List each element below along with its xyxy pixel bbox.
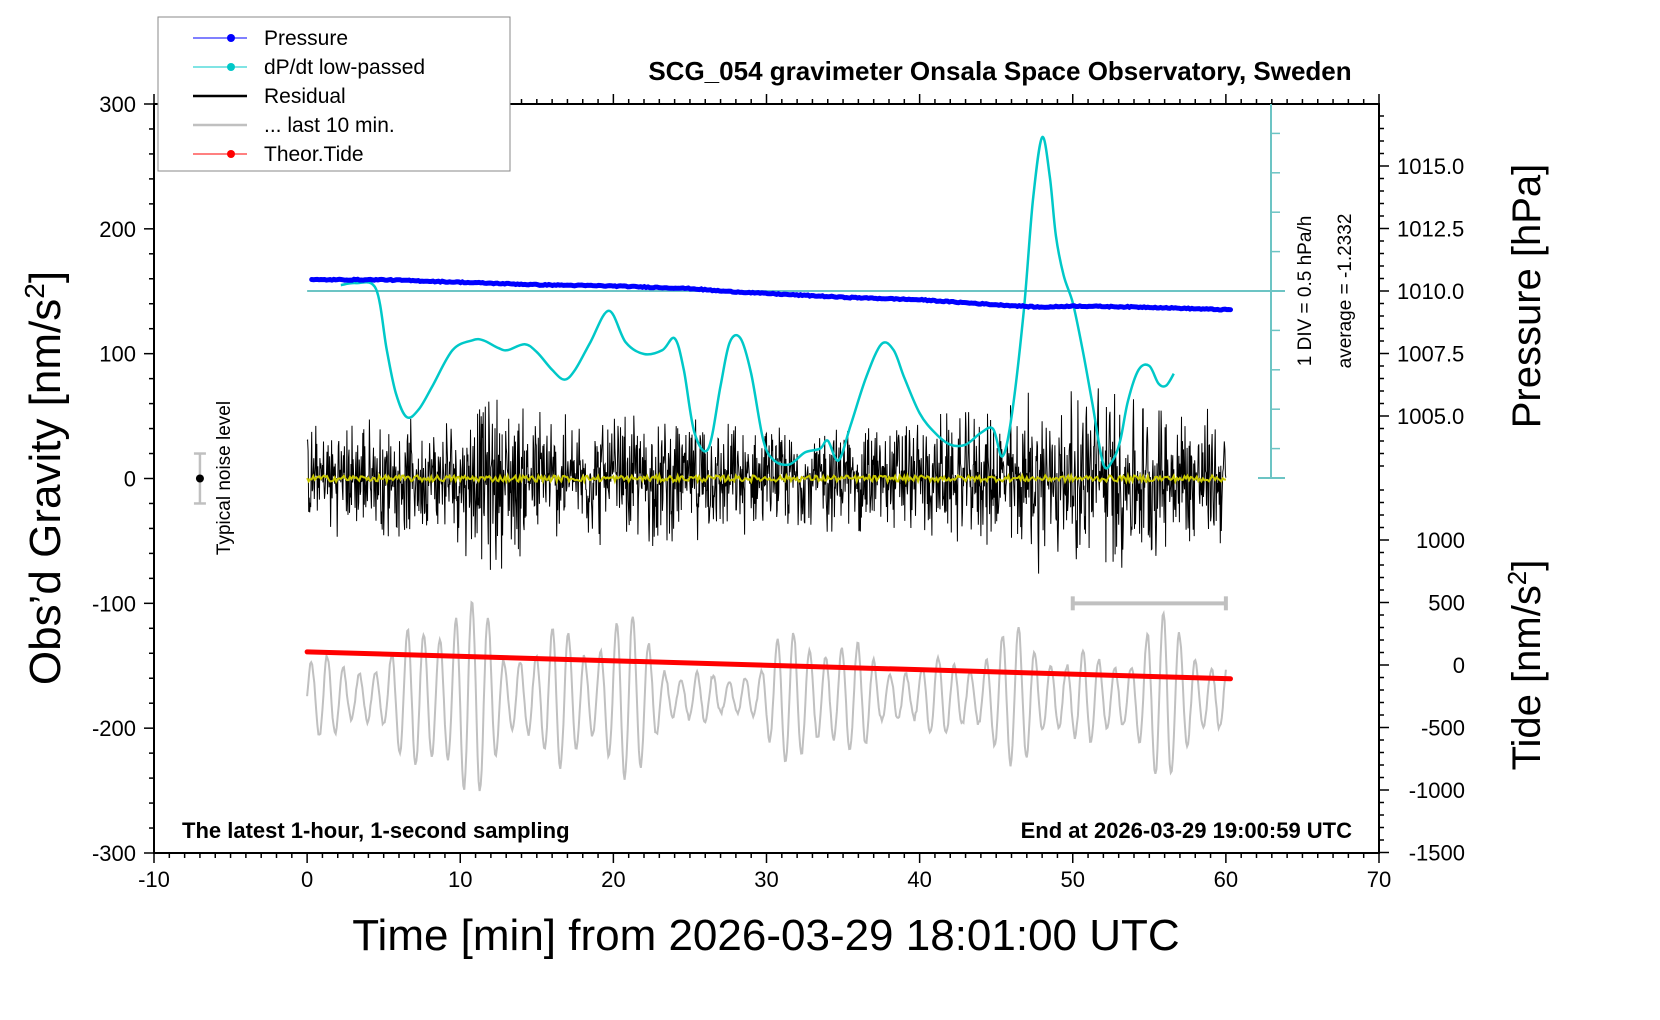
dpdt-scale-label: 1 DIV = 0.5 hPa/h (1295, 216, 1316, 367)
y-tick-label-pressure: 1005.0 (1397, 404, 1464, 429)
noise-level-label: Typical noise level (214, 401, 235, 555)
annotation-bottom-left: The latest 1-hour, 1-second sampling (182, 818, 570, 843)
y-tick-label-pressure: 1007.5 (1397, 342, 1464, 367)
y-axis-title-tide-sup: 2 (1502, 571, 1532, 585)
y-axis-title-left: Obs’d Gravity [nm/s2] (19, 271, 70, 685)
legend: Pressure dP/dt low-passed Residual ... last… (157, 16, 511, 172)
y-tick-label-left: -200 (92, 716, 136, 741)
dpdt-scale (307, 104, 1285, 479)
dpdt-average-label: average = -1.2332 (1335, 214, 1356, 369)
y-axis-title-left-close: ] (21, 271, 70, 283)
legend-label: Residual (264, 85, 346, 108)
x-tick-label: 0 (301, 867, 313, 892)
y-tick-label-tide: -1500 (1409, 841, 1465, 866)
y-tick-label-left: 300 (99, 92, 136, 117)
y-axis-title-tide-text: Tide [nm/s (1505, 585, 1549, 770)
y-tick-label-left: 100 (99, 342, 136, 367)
series-layer (304, 135, 1233, 792)
annotation-bottom-right: End at 2026-03-29 19:00:59 UTC (1021, 818, 1352, 843)
legend-marker (227, 63, 235, 71)
y-tick-label-tide: 0 (1453, 653, 1465, 678)
noise-center-dot (195, 474, 204, 483)
legend-box (157, 16, 511, 172)
y-axis-title-left-sup: 2 (19, 283, 50, 299)
y-tick-label-left: -300 (92, 841, 136, 866)
series-last-10-min (306, 600, 1227, 792)
x-tick-label: 60 (1214, 867, 1238, 892)
x-tick-label: 20 (601, 867, 625, 892)
series-residual (306, 388, 1227, 574)
y-tick-label-tide: -1000 (1409, 778, 1465, 803)
y-axis-title-tide: Tide [nm/s2] (1502, 560, 1549, 771)
y-axis-title-left-text: Obs’d Gravity [nm/s (21, 299, 70, 685)
y-tick-label-tide: -500 (1421, 716, 1465, 741)
legend-label: ... last 10 min. (264, 114, 395, 137)
y-tick-label-pressure: 1012.5 (1397, 217, 1464, 242)
legend-marker (227, 150, 235, 158)
x-tick-label: 50 (1061, 867, 1085, 892)
legend-label: Theor.Tide (264, 143, 364, 166)
noise-level-marker (193, 452, 206, 505)
x-axis-title: Time [min] from 2026-03-29 18:01:00 UTC (352, 911, 1179, 960)
x-tick-label: 10 (448, 867, 472, 892)
legend-items: Pressure dP/dt low-passed Residual ... last… (193, 27, 425, 166)
x-tick-label: 40 (907, 867, 931, 892)
y-axis-title-tide-close: ] (1505, 560, 1549, 571)
x-tick-label: -10 (138, 867, 170, 892)
series-pressure (309, 276, 1233, 313)
axis-tick-labels: -10 0 10 20 30 40 50 60 703002001000-100-200-300… (92, 92, 1465, 892)
x-tick-label: 30 (754, 867, 778, 892)
y-tick-label-left: 200 (99, 217, 136, 242)
y-tick-label-pressure: 1010.0 (1397, 279, 1464, 304)
legend-label: Pressure (264, 27, 348, 50)
y-tick-label-left: -100 (92, 591, 136, 616)
chart-title: SCG_054 gravimeter Onsala Space Observat… (648, 56, 1351, 86)
x-tick-label: 70 (1367, 867, 1391, 892)
series-dpdt (340, 135, 1175, 470)
series-theor-tide (304, 649, 1233, 682)
legend-label: dP/dt low-passed (264, 56, 425, 79)
y-tick-label-tide: 500 (1428, 591, 1465, 616)
series-zero-line (306, 471, 1226, 486)
y-axis-title-pressure: Pressure [hPa] (1505, 164, 1549, 429)
y-tick-label-pressure: 1015.0 (1397, 154, 1464, 179)
legend-marker (227, 34, 235, 42)
y-tick-label-tide: 1000 (1416, 528, 1465, 553)
y-tick-label-left: 0 (124, 467, 136, 492)
